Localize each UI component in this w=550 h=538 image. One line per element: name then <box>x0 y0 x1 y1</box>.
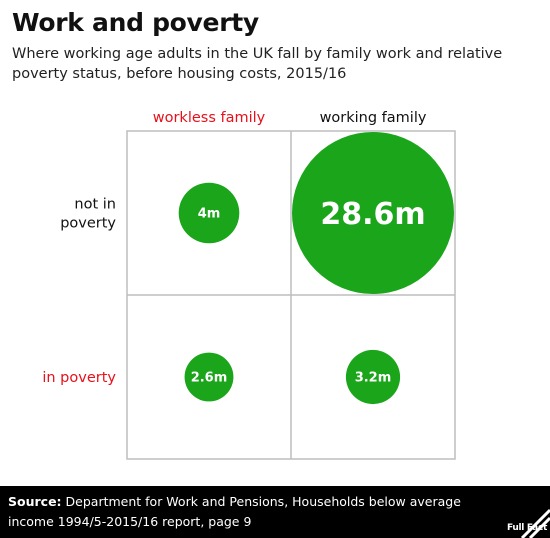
full-fact-logo-icon <box>520 508 550 538</box>
row-label: in poverty <box>42 370 116 386</box>
row-label: not in poverty <box>60 197 116 232</box>
grid <box>126 130 456 460</box>
bubble-value-label: 2.6m <box>191 371 228 386</box>
bubble-value-label: 4m <box>198 207 221 222</box>
bubble <box>345 349 401 405</box>
bubble-matrix-chart: workless family working family not in pover… <box>42 110 456 460</box>
chart-subtitle: Where working age adults in the UK fall … <box>12 46 503 82</box>
brand-name: Full Fact <box>506 523 547 533</box>
source-note: Source: Department for Work and Pensions… <box>8 492 498 532</box>
bubble <box>184 352 234 402</box>
bubble <box>178 182 240 244</box>
source-text: Department for Work and Pensions, Househ… <box>8 494 461 529</box>
column-label: workless family <box>153 110 266 126</box>
bubble-value-label: 3.2m <box>355 371 392 386</box>
chart-title: Work and poverty <box>12 8 259 37</box>
source-label: Source: <box>8 494 62 509</box>
axis-labels: workless family working family not in pover… <box>42 110 426 386</box>
bubbles: 4m 28.6m 2.6m 3.2m <box>178 132 454 405</box>
footer: Source: Department for Work and Pensions… <box>0 486 550 538</box>
bubble <box>292 132 454 294</box>
bubble-value-label: 28.6m <box>320 197 425 232</box>
column-label: working family <box>320 110 427 126</box>
